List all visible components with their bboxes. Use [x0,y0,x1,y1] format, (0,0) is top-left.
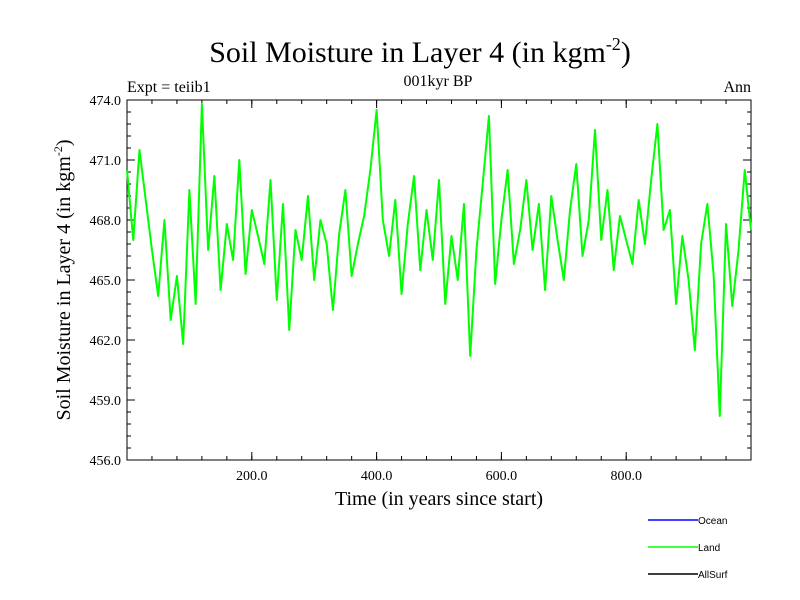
y-tick-label: 462.0 [90,334,122,349]
legend-label-ocean: Ocean [698,516,727,527]
x-tick-label: 400.0 [361,469,393,484]
y-axis-label-close: ) [53,139,75,146]
chart-title-close: ) [621,36,631,69]
axis-ticks: 456.0 459.0 462.0 465.0 468.0 471.0 474.0 200.0… [90,94,751,484]
y-tick-label: 471.0 [90,154,122,169]
y-axis-label-superscript: -2 [51,146,65,156]
series-layer [126,103,752,417]
legend-label-allsurf: AllSurf [698,570,728,581]
y-axis-label-main: Soil Moisture in Layer 4 (in kgm [53,156,75,421]
legend-label-land: Land [698,543,720,554]
y-tick-label: 456.0 [90,454,122,469]
x-tick-label: 800.0 [610,469,642,484]
x-tick-label: 200.0 [236,469,268,484]
x-tick-label: 600.0 [486,469,518,484]
x-axis-label: Time (in years since start) [335,488,543,510]
series-line-land [126,103,752,417]
y-tick-label: 474.0 [90,94,122,109]
subtitle-left: Expt = teiib1 [127,79,211,96]
chart-title-main: Soil Moisture in Layer 4 (in kgm [209,36,606,69]
chart-title-superscript: -2 [606,34,621,54]
legend: Ocean Land AllSurf [648,516,728,581]
y-tick-label: 468.0 [90,214,122,229]
chart-title: Soil Moisture in Layer 4 (in kgm-2) [209,34,631,69]
subtitle-center: 001kyr BP [404,73,473,90]
y-tick-label: 465.0 [90,274,122,289]
y-tick-label: 459.0 [90,394,122,409]
y-axis-label: Soil Moisture in Layer 4 (in kgm-2) [51,139,75,420]
subtitle-right: Ann [723,79,751,96]
